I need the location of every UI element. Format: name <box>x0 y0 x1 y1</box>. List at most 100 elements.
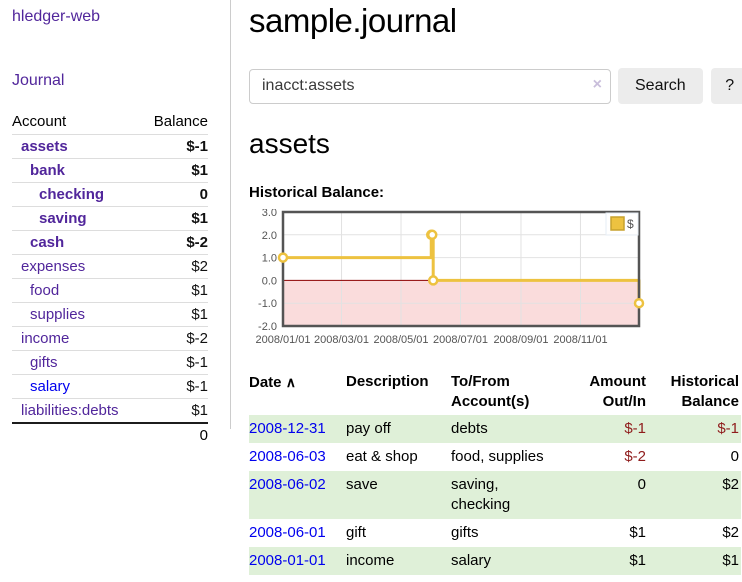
transaction-accounts: salary <box>451 552 492 569</box>
transaction-accounts: gifts <box>451 524 479 541</box>
account-balance: $1 <box>141 302 208 327</box>
svg-text:2008/11/01: 2008/11/01 <box>553 334 607 346</box>
svg-text:2008/07/01: 2008/07/01 <box>433 334 488 346</box>
account-row: food $1 <box>12 278 208 303</box>
svg-text:2008/09/01: 2008/09/01 <box>493 334 548 346</box>
chart-title: Historical Balance: <box>249 184 385 201</box>
account-row: gifts $-1 <box>12 350 208 375</box>
register-header-balance: Historical Balance <box>670 373 739 410</box>
register-header-row: Date ∧ Description To/From Account(s) Am… <box>249 369 741 415</box>
transaction-amount: $1 <box>629 552 646 569</box>
account-balance: $-2 <box>141 326 208 351</box>
account-row: expenses $2 <box>12 254 208 279</box>
account-heading: assets <box>249 128 330 159</box>
account-link[interactable]: food <box>30 282 60 299</box>
transaction-amount: $-1 <box>624 420 646 437</box>
svg-text:2.0: 2.0 <box>262 230 277 242</box>
sidebar: hledger-web Journal Account Balance asse… <box>0 0 231 575</box>
transaction-row: 2008-06-03 eat & shop food, supplies $-2 0 <box>249 443 741 471</box>
transaction-description: gift <box>346 524 367 541</box>
register-table-body: 2008-12-31 pay off debts $-1 $-1 2008-06-03 ea… <box>249 415 741 575</box>
svg-text:2008/05/01: 2008/05/01 <box>373 334 428 346</box>
app-title-link[interactable]: hledger-web <box>12 8 101 25</box>
account-balance: $-1 <box>141 350 208 375</box>
account-row: supplies $1 <box>12 302 208 327</box>
account-balance: $2 <box>141 254 208 279</box>
transaction-accounts: debts <box>451 420 488 437</box>
transaction-row: 2008-01-01 income salary $1 $1 <box>249 547 741 575</box>
account-link[interactable]: liabilities:debts <box>21 402 119 419</box>
account-row: assets $-1 <box>12 134 208 159</box>
transaction-amount: $1 <box>629 524 646 541</box>
svg-text:$: $ <box>627 217 634 231</box>
transaction-date-link[interactable]: 2008-06-02 <box>249 476 326 493</box>
accounts-total-value: 0 <box>141 422 208 447</box>
accounts-total-spacer <box>12 422 142 447</box>
account-link[interactable]: supplies <box>30 306 86 323</box>
transaction-row: 2008-06-01 gift gifts $1 $2 <box>249 519 741 547</box>
register-header-description: Description <box>346 373 429 390</box>
transaction-row: 2008-06-02 save saving, checking 0 $2 <box>249 471 741 519</box>
account-row: liabilities:debts $1 <box>12 398 208 424</box>
transaction-accounts: food, supplies <box>451 448 544 465</box>
accounts-header-account: Account <box>12 110 142 135</box>
svg-text:3.0: 3.0 <box>262 209 277 219</box>
register-header-account: To/From Account(s) <box>451 373 530 410</box>
accounts-table-body: assets $-1 bank $1 checking 0 saving $1 cash $-2 e… <box>12 134 208 424</box>
transaction-balance: $1 <box>722 552 739 569</box>
account-row: saving $1 <box>12 206 208 231</box>
transaction-balance: $-1 <box>717 420 739 437</box>
account-link[interactable]: expenses <box>21 258 86 275</box>
sort-asc-icon: ∧ <box>285 374 296 390</box>
account-balance: 0 <box>141 182 208 207</box>
transaction-description: pay off <box>346 420 391 437</box>
search-input-wrap: × <box>249 68 611 104</box>
transaction-row: 2008-12-31 pay off debts $-1 $-1 <box>249 415 741 443</box>
account-link[interactable]: salary <box>30 378 71 395</box>
account-link[interactable]: checking <box>39 186 105 203</box>
main-content: sample.journal × Search ? assets Histori… <box>231 0 742 575</box>
register-header-amount: Amount Out/In <box>589 373 646 410</box>
register-table: Date ∧ Description To/From Account(s) Am… <box>249 369 741 575</box>
svg-text:2008/01/01: 2008/01/01 <box>255 334 310 346</box>
register-header-date[interactable]: Date ∧ <box>249 374 296 391</box>
transaction-balance: $2 <box>722 524 739 541</box>
svg-text:-2.0: -2.0 <box>258 321 277 333</box>
page-title: sample.journal <box>249 2 457 39</box>
transaction-date-link[interactable]: 2008-06-01 <box>249 524 326 541</box>
account-link[interactable]: assets <box>21 138 68 155</box>
account-link[interactable]: income <box>21 330 70 347</box>
transaction-balance: 0 <box>730 448 739 465</box>
account-row: cash $-2 <box>12 230 208 255</box>
account-link[interactable]: saving <box>39 210 87 227</box>
transaction-date-link[interactable]: 2008-01-01 <box>249 552 326 569</box>
account-balance: $-1 <box>141 374 208 399</box>
search-input[interactable] <box>249 68 611 104</box>
account-link[interactable]: gifts <box>30 354 58 371</box>
svg-text:0.0: 0.0 <box>262 275 277 287</box>
transaction-amount: $-2 <box>624 448 646 465</box>
transaction-date-link[interactable]: 2008-12-31 <box>249 420 326 437</box>
account-row: bank $1 <box>12 158 208 183</box>
sidebar-item-journal[interactable]: Journal <box>12 72 65 89</box>
clear-search-icon[interactable]: × <box>592 75 602 93</box>
account-link[interactable]: bank <box>30 162 66 179</box>
accounts-total-row: 0 <box>12 422 208 447</box>
account-balance: $-1 <box>141 134 208 159</box>
transaction-description: eat & shop <box>346 448 418 465</box>
account-balance: $1 <box>141 206 208 231</box>
account-link[interactable]: cash <box>30 234 65 251</box>
sidebar-divider <box>230 0 231 429</box>
transaction-balance: $2 <box>722 476 739 493</box>
accounts-table: Account Balance assets $-1 bank $1 checking 0… <box>12 110 208 447</box>
transaction-date-link[interactable]: 2008-06-03 <box>249 448 326 465</box>
help-button[interactable]: ? <box>710 68 742 104</box>
transaction-accounts: saving, checking <box>451 476 511 513</box>
account-row: checking 0 <box>12 182 208 207</box>
transaction-description: income <box>346 552 395 569</box>
account-balance: $-2 <box>141 230 208 255</box>
transaction-amount: 0 <box>637 476 646 493</box>
svg-text:1.0: 1.0 <box>262 253 277 265</box>
search-button[interactable]: Search <box>618 68 703 104</box>
